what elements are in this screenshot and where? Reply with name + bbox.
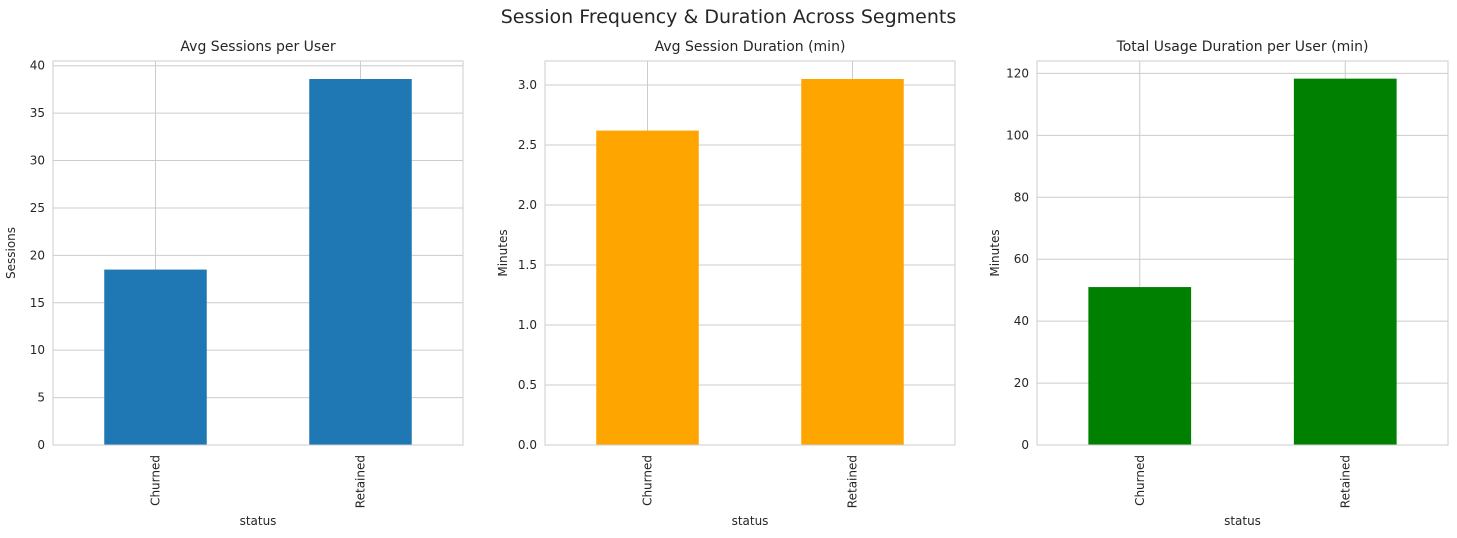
panel-2-ytick-label: 1.0 bbox=[518, 318, 537, 332]
panel-2-ytick-label: 2.5 bbox=[518, 138, 537, 152]
panel-1-axes-frame bbox=[52, 60, 464, 446]
panel-3-ytick-label: 100 bbox=[1006, 128, 1029, 142]
panel-1-ytick-label: 35 bbox=[30, 106, 45, 120]
panel-2-ytick-label: 1.5 bbox=[518, 258, 537, 272]
panel-1-bar-retained bbox=[309, 79, 412, 445]
panel-2-xtick-label: Retained bbox=[846, 455, 860, 508]
panel-2: 0.0 0.5 1.0 1.5 2.0 2.5 3.0 Churned Retained Avg … bbox=[496, 39, 956, 528]
panel-3-xlabel: status bbox=[1224, 514, 1261, 528]
panel-2-ytick-label: 0.0 bbox=[518, 438, 537, 452]
panel-2-xlabel: status bbox=[732, 514, 769, 528]
panel-2-ytick-label: 3.0 bbox=[518, 78, 537, 92]
panel-3-ytick-label: 20 bbox=[1014, 376, 1029, 390]
panel-3-ytick-label: 0 bbox=[1021, 438, 1029, 452]
panel-1-title: Avg Sessions per User bbox=[180, 39, 335, 55]
panel-2-bar-churned bbox=[596, 130, 699, 445]
panel-1-ytick-label: 5 bbox=[37, 391, 45, 405]
panel-1-ylabel: Sessions bbox=[4, 227, 18, 279]
panel-3-ytick-label: 60 bbox=[1014, 252, 1029, 266]
panel-1-bar-churned bbox=[104, 269, 207, 445]
panel-1-xtick-label: Churned bbox=[149, 455, 163, 506]
panel-2-ylabel: Minutes bbox=[496, 229, 510, 276]
panel-1-ytick-label: 40 bbox=[30, 59, 45, 73]
panel-3-title: Total Usage Duration per User (min) bbox=[1116, 39, 1369, 55]
panel-2-axes-frame bbox=[544, 60, 956, 446]
panel-1-ytick-label: 25 bbox=[30, 201, 45, 215]
panel-3-bar-churned bbox=[1088, 287, 1192, 445]
figure-suptitle: Session Frequency & Duration Across Segm… bbox=[500, 6, 957, 28]
panel-3-ytick-label: 120 bbox=[1006, 66, 1029, 80]
panel-3-ytick-label: 40 bbox=[1014, 314, 1029, 328]
panel-3: 0 20 40 60 80 100 120 Churned Retained Total Usag… bbox=[988, 39, 1449, 528]
panel-1-ytick-label: 10 bbox=[30, 343, 45, 357]
panel-2-ytick-label: 2.0 bbox=[518, 198, 537, 212]
panel-3-axes-frame bbox=[1036, 60, 1449, 446]
panel-2-bar-retained bbox=[801, 79, 904, 445]
panel-1-ytick-label: 20 bbox=[30, 248, 45, 262]
panel-2-xtick-label: Churned bbox=[641, 455, 655, 506]
panel-2-title: Avg Session Duration (min) bbox=[655, 39, 846, 55]
panel-3-bar-retained bbox=[1293, 78, 1397, 445]
panel-1: 0 5 10 15 20 25 30 35 40 Churned Retained Avg Sessi… bbox=[4, 39, 464, 528]
panel-3-xtick-label: Churned bbox=[1133, 455, 1147, 506]
panel-2-ytick-label: 0.5 bbox=[518, 378, 537, 392]
panel-1-ytick-label: 0 bbox=[37, 438, 45, 452]
panel-3-ylabel: Minutes bbox=[988, 229, 1002, 276]
panel-3-xtick-label: Retained bbox=[1338, 455, 1352, 508]
panel-1-ytick-label: 15 bbox=[30, 296, 45, 310]
panel-3-ytick-label: 80 bbox=[1014, 190, 1029, 204]
panel-1-xlabel: status bbox=[240, 514, 277, 528]
panel-1-ytick-label: 30 bbox=[30, 154, 45, 168]
panel-1-xtick-label: Retained bbox=[354, 455, 368, 508]
